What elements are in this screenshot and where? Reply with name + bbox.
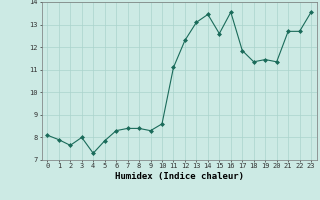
X-axis label: Humidex (Indice chaleur): Humidex (Indice chaleur): [115, 172, 244, 181]
